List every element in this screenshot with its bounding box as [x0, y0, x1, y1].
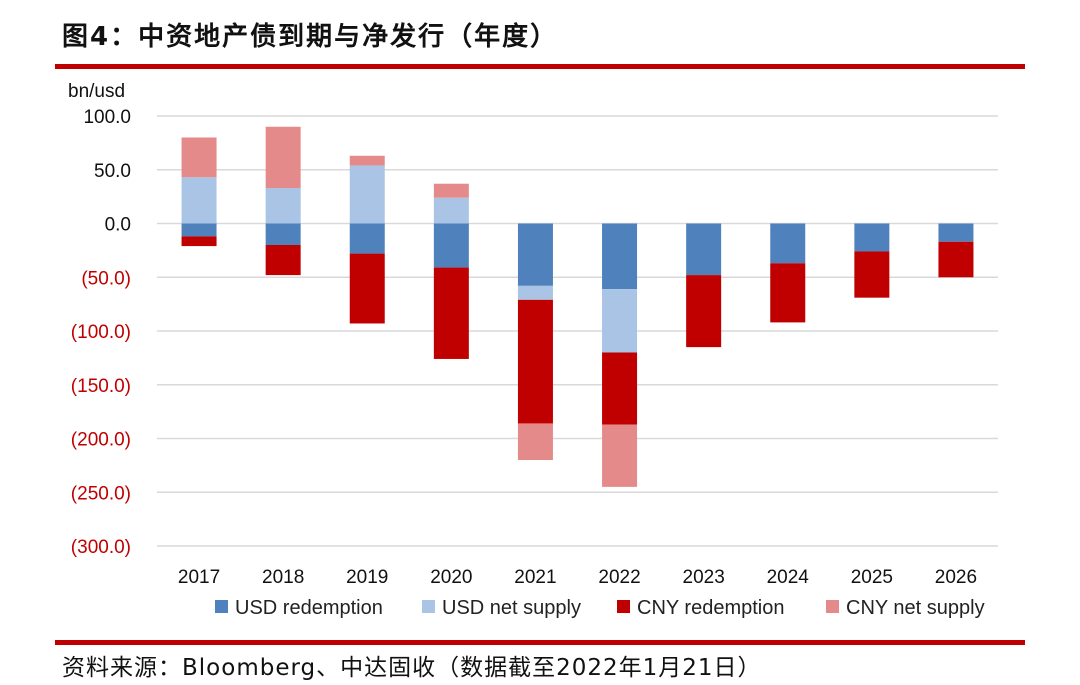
- bar: [349, 253, 385, 324]
- bar: [602, 352, 638, 425]
- bar: [517, 285, 553, 300]
- x-tick-label: 2020: [430, 567, 472, 588]
- bar: [854, 251, 890, 298]
- y-tick-label: (50.0): [81, 268, 131, 289]
- legend-label: USD net supply: [442, 597, 581, 619]
- bar: [602, 424, 638, 487]
- bar: [265, 126, 301, 189]
- y-tick-label: (200.0): [71, 430, 131, 451]
- bar: [181, 137, 217, 178]
- bar: [602, 289, 638, 353]
- top-divider: [55, 64, 1025, 69]
- x-tick-label: 2017: [178, 567, 220, 588]
- bar: [265, 245, 301, 276]
- bar: [433, 197, 469, 224]
- legend-label: CNY redemption: [637, 597, 784, 619]
- bar: [517, 223, 553, 286]
- bar: [181, 177, 217, 224]
- legend-label: USD redemption: [235, 597, 383, 619]
- y-tick-label: 0.0: [105, 215, 131, 236]
- chart: bn/usd 100.0 50.0 0.0 (50.0) (100.0) (150.0) (…: [68, 81, 998, 619]
- y-axis-ticks: 100.0 50.0 0.0 (50.0) (100.0) (150.0) (200.0) (…: [71, 107, 131, 558]
- y-tick-label: (300.0): [71, 537, 131, 558]
- bar: [349, 165, 385, 224]
- bars: [181, 126, 974, 487]
- y-unit-label: bn/usd: [68, 81, 125, 102]
- bar: [265, 223, 301, 245]
- bar: [938, 241, 974, 278]
- y-tick-label: (100.0): [71, 322, 131, 343]
- x-tick-label: 2018: [262, 567, 304, 588]
- bar: [349, 155, 385, 166]
- bar: [686, 223, 722, 276]
- legend-swatch: [826, 600, 839, 613]
- legend-label: CNY net supply: [846, 597, 985, 619]
- bar: [433, 223, 469, 268]
- source-note: 资料来源：Bloomberg、中达固收（数据截至2022年1月21日）: [62, 655, 762, 681]
- bar: [433, 183, 469, 198]
- page-title: 图4：中资地产债到期与净发行（年度）: [62, 22, 559, 52]
- bar: [686, 275, 722, 348]
- bar: [770, 263, 806, 323]
- x-axis-ticks: 2017 2018 2019 2020 2021 2022 2023 2024 2025 2026: [178, 567, 977, 588]
- bar: [854, 223, 890, 252]
- y-tick-label: (250.0): [71, 483, 131, 504]
- bar: [433, 267, 469, 359]
- x-tick-label: 2026: [935, 567, 977, 588]
- bar: [938, 223, 974, 242]
- bar: [770, 223, 806, 264]
- bar: [181, 223, 217, 237]
- x-tick-label: 2024: [767, 567, 810, 588]
- bar: [349, 223, 385, 254]
- x-tick-label: 2019: [346, 567, 388, 588]
- bar: [265, 188, 301, 224]
- bar: [517, 299, 553, 424]
- bar: [181, 236, 217, 247]
- x-tick-label: 2022: [598, 567, 640, 588]
- legend: USD redemption USD net supply CNY redempti…: [215, 597, 985, 619]
- y-tick-label: 50.0: [94, 161, 131, 182]
- legend-swatch: [617, 600, 630, 613]
- bar: [602, 223, 638, 290]
- x-tick-label: 2021: [514, 567, 556, 588]
- bar: [517, 423, 553, 460]
- x-tick-label: 2025: [851, 567, 893, 588]
- bottom-divider: [55, 640, 1025, 645]
- legend-swatch: [422, 600, 435, 613]
- x-tick-label: 2023: [683, 567, 725, 588]
- legend-swatch: [215, 600, 228, 613]
- y-tick-label: 100.0: [83, 107, 131, 128]
- y-tick-label: (150.0): [71, 376, 131, 397]
